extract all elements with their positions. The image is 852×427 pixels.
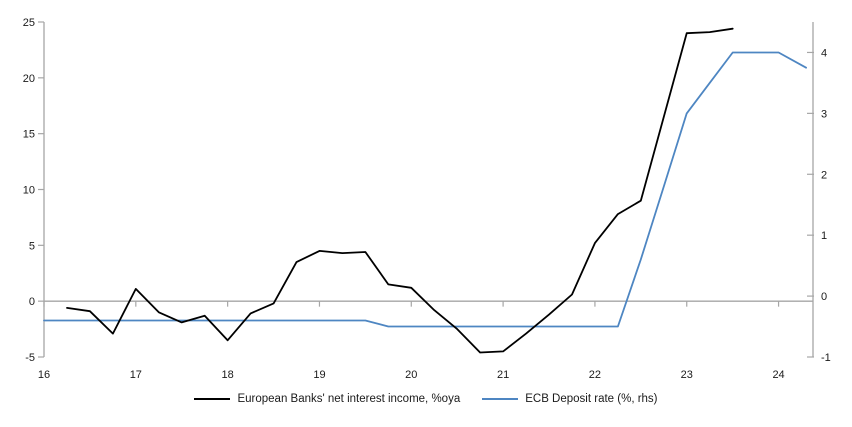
y-right-tick-label: 4 (821, 47, 827, 59)
y-left-tick-label: 25 (23, 17, 35, 29)
x-tick-label: 21 (497, 369, 509, 381)
x-tick-label: 17 (130, 369, 142, 381)
y-right-tick-label: 3 (821, 108, 827, 120)
y-right-tick-label: 0 (821, 291, 827, 303)
series-line-ecb-deposit-rate (43, 51, 807, 328)
y-right-tick-label: 1 (821, 230, 827, 242)
legend-item-ecb-deposit-rate: ECB Deposit rate (%, rhs) (482, 393, 658, 405)
y-right-tick-label: -1 (821, 352, 831, 364)
x-tick-label: 22 (589, 369, 601, 381)
x-tick-label: 16 (38, 369, 50, 381)
blue-line-sample (482, 398, 519, 400)
y-left-tick-label: 5 (29, 240, 35, 252)
y-right-tick-label: 2 (821, 169, 827, 181)
legend-label-ecb-deposit-rate: ECB Deposit rate (%, rhs) (525, 393, 658, 405)
y-left-tick-label: 10 (23, 185, 35, 197)
y-left-tick-label: 0 (29, 296, 35, 308)
y-left-tick-label: 15 (23, 129, 35, 141)
legend-item-net-interest-income: European Banks' net interest income, %oy… (194, 393, 460, 405)
y-left-tick-label: -5 (25, 352, 35, 364)
black-line-sample (194, 398, 231, 400)
x-tick-label: 19 (313, 369, 325, 381)
legend-label-net-interest-income: European Banks' net interest income, %oy… (237, 393, 461, 405)
y-left-tick-label: 20 (23, 73, 35, 85)
x-tick-label: 20 (405, 369, 417, 381)
x-tick-label: 24 (772, 369, 784, 381)
series-line-net-interest-income (66, 27, 734, 354)
x-tick-label: 23 (681, 369, 693, 381)
chart-legend: European Banks' net interest income, %oy… (0, 393, 852, 405)
x-tick-label: 18 (222, 369, 234, 381)
